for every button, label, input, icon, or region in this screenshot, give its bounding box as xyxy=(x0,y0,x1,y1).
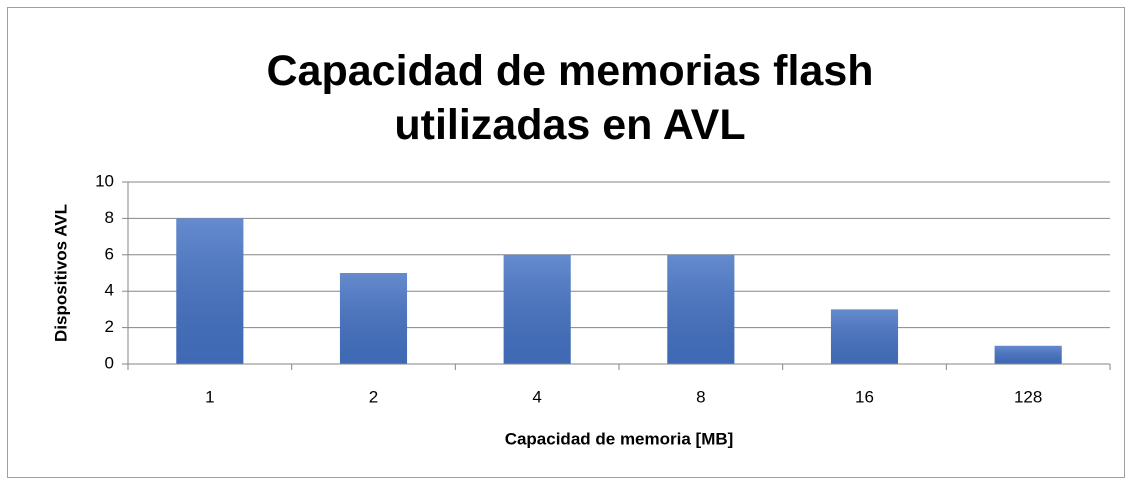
chart-title: Capacidad de memorias flash utilizadas e… xyxy=(266,47,874,149)
y-tick-label: 2 xyxy=(105,317,114,336)
bar-shade xyxy=(830,309,899,364)
x-tick-label: 2 xyxy=(369,387,378,406)
bar-shade xyxy=(667,254,735,364)
x-tick-label: 4 xyxy=(532,387,541,406)
bar-shade xyxy=(503,254,571,364)
y-tick-label: 0 xyxy=(105,353,114,372)
x-tick-label: 16 xyxy=(855,387,874,406)
x-tick-label: 8 xyxy=(696,387,705,406)
y-tick-label: 10 xyxy=(95,171,114,190)
bar-shade xyxy=(176,218,244,364)
bar-shade xyxy=(994,345,1062,364)
y-tick-label: 8 xyxy=(105,208,114,227)
x-tick-label: 128 xyxy=(1014,387,1042,406)
y-axis-label: Dispositivos AVL xyxy=(51,204,70,342)
y-tick-label: 6 xyxy=(105,244,114,263)
x-tick-label: 1 xyxy=(205,387,214,406)
bar-shade xyxy=(339,273,408,364)
y-tick-label: 4 xyxy=(105,281,114,300)
x-axis-label: Capacidad de memoria [MB] xyxy=(505,429,734,448)
